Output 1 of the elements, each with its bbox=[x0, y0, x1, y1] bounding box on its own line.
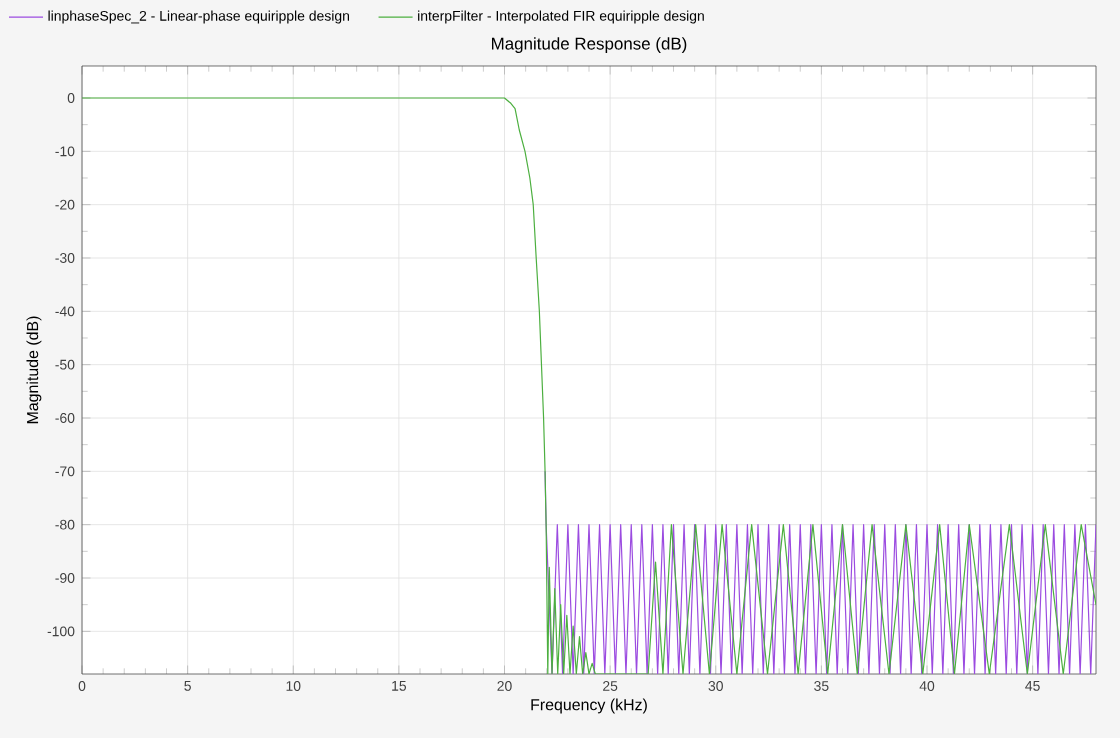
chart-title: Magnitude Response (dB) bbox=[491, 37, 687, 53]
